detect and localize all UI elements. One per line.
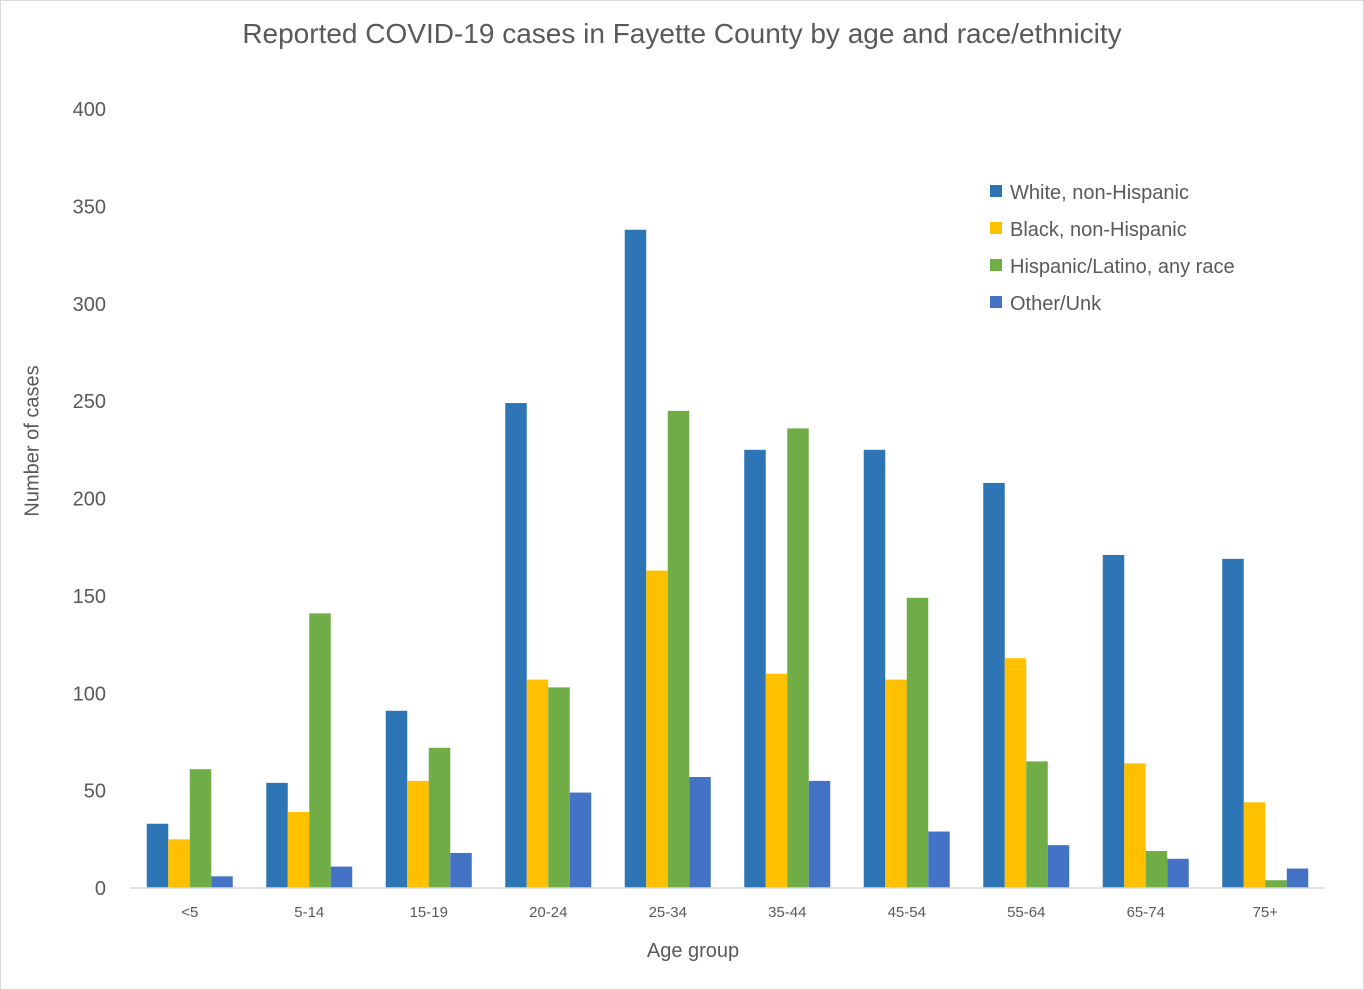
y-tick-label: 400 xyxy=(73,99,106,121)
bar xyxy=(1243,802,1266,888)
bar xyxy=(407,780,429,888)
bar xyxy=(266,782,288,888)
bar xyxy=(1047,845,1070,888)
bar xyxy=(744,449,766,888)
bar xyxy=(189,769,212,888)
bar xyxy=(1167,858,1189,888)
bar xyxy=(1124,763,1146,888)
bar xyxy=(1222,558,1244,888)
y-axis-ticks: 0 50 100 150 200 250 300 350 400 xyxy=(73,99,106,900)
bar xyxy=(505,403,527,888)
y-tick-label: 200 xyxy=(73,489,106,511)
bar xyxy=(309,613,331,888)
bar xyxy=(450,852,472,888)
x-tick-label: 20-24 xyxy=(529,904,567,921)
x-tick-label: 5-14 xyxy=(294,904,324,921)
x-tick-label: 15-19 xyxy=(410,904,448,921)
bar xyxy=(428,747,451,888)
x-tick-label: 55-64 xyxy=(1007,904,1045,921)
y-tick-label: 50 xyxy=(84,781,106,803)
bars xyxy=(146,229,1309,888)
x-tick-label: 75+ xyxy=(1253,904,1279,921)
bar xyxy=(146,823,169,888)
bar xyxy=(885,679,907,888)
bar xyxy=(168,839,190,888)
bar xyxy=(787,428,809,888)
x-axis-label: Age group xyxy=(646,940,740,962)
y-tick-label: 250 xyxy=(73,391,106,413)
x-tick-label: 65-74 xyxy=(1127,904,1165,921)
bar xyxy=(1286,868,1309,888)
bar xyxy=(526,679,549,888)
bar xyxy=(667,410,690,888)
bar xyxy=(385,710,408,888)
legend-swatch xyxy=(990,296,1002,308)
bar xyxy=(906,597,929,888)
bar xyxy=(863,449,886,888)
bar xyxy=(1145,850,1168,888)
x-tick-label: 25-34 xyxy=(649,904,687,921)
bar xyxy=(548,687,570,888)
bar xyxy=(1004,658,1027,888)
legend-swatch xyxy=(990,259,1002,271)
x-tick-label: 35-44 xyxy=(768,904,806,921)
legend-label: Other/Unk xyxy=(1010,293,1102,315)
legend-swatch xyxy=(990,222,1002,234)
bar xyxy=(1102,554,1125,888)
legend: White, non-Hispanic Black, non-Hispanic Hi… xyxy=(990,182,1235,315)
y-tick-label: 100 xyxy=(73,683,106,705)
y-tick-label: 300 xyxy=(73,294,106,316)
bar xyxy=(646,570,668,888)
bar xyxy=(330,866,353,888)
bar xyxy=(808,780,831,888)
chart-title: Reported COVID-19 cases in Fayette Count… xyxy=(242,18,1122,49)
bar xyxy=(983,482,1005,888)
legend-label: White, non-Hispanic xyxy=(1010,182,1189,204)
legend-label: Black, non-Hispanic xyxy=(1010,219,1187,241)
y-tick-label: 0 xyxy=(95,878,106,900)
x-axis-ticks: <5 5-14 15-19 20-24 25-34 35-44 45-54 55-64 65-7… xyxy=(181,904,1278,921)
bar xyxy=(1026,761,1048,888)
bar xyxy=(765,673,788,888)
y-tick-label: 150 xyxy=(73,586,106,608)
x-tick-label: 45-54 xyxy=(888,904,926,921)
bar xyxy=(211,876,233,888)
bar xyxy=(1265,880,1287,888)
bar xyxy=(624,229,647,888)
bar xyxy=(689,776,711,888)
y-tick-label: 350 xyxy=(73,196,106,218)
legend-label: Hispanic/Latino, any race xyxy=(1010,256,1235,278)
legend-swatch xyxy=(990,185,1002,197)
bar xyxy=(928,831,950,888)
bar xyxy=(569,792,592,888)
bar xyxy=(287,812,310,888)
x-tick-label: <5 xyxy=(181,904,198,921)
